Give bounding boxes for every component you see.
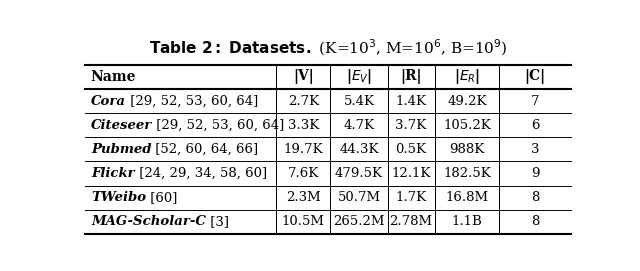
Text: |C|: |C| xyxy=(525,69,546,85)
Text: 265.2M: 265.2M xyxy=(333,215,385,228)
Text: Pubmed: Pubmed xyxy=(91,143,152,156)
Text: 1.1B: 1.1B xyxy=(451,215,483,228)
Text: |R|: |R| xyxy=(401,69,422,85)
Text: 6: 6 xyxy=(531,119,540,132)
Text: 1.4K: 1.4K xyxy=(396,95,427,108)
Text: Citeseer: Citeseer xyxy=(91,119,152,132)
Text: 19.7K: 19.7K xyxy=(284,143,323,156)
Text: MAG-Scholar-C: MAG-Scholar-C xyxy=(91,215,206,228)
Text: 988K: 988K xyxy=(449,143,484,156)
Text: 49.2K: 49.2K xyxy=(447,95,486,108)
Text: 44.3K: 44.3K xyxy=(339,143,379,156)
Text: 1.7K: 1.7K xyxy=(396,191,427,204)
Text: 7.6K: 7.6K xyxy=(287,167,319,180)
Text: 2.78M: 2.78M xyxy=(390,215,433,228)
Text: 0.5K: 0.5K xyxy=(396,143,427,156)
Text: |$E_R$|: |$E_R$| xyxy=(454,67,480,86)
Text: 479.5K: 479.5K xyxy=(335,167,383,180)
Text: 182.5K: 182.5K xyxy=(443,167,491,180)
Text: Flickr: Flickr xyxy=(91,167,134,180)
Text: 8: 8 xyxy=(531,215,540,228)
Text: Name: Name xyxy=(91,70,136,84)
Text: [60]: [60] xyxy=(146,191,177,204)
Text: 8: 8 xyxy=(531,191,540,204)
Text: Cora: Cora xyxy=(91,95,126,108)
Text: 7: 7 xyxy=(531,95,540,108)
Text: 3.7K: 3.7K xyxy=(396,119,427,132)
Text: 50.7M: 50.7M xyxy=(337,191,381,204)
Text: TWeibo: TWeibo xyxy=(91,191,146,204)
Text: 3.3K: 3.3K xyxy=(287,119,319,132)
Text: 2.3M: 2.3M xyxy=(286,191,321,204)
Text: 5.4K: 5.4K xyxy=(344,95,374,108)
Text: |V|: |V| xyxy=(293,69,314,85)
Text: |$E_V$|: |$E_V$| xyxy=(346,67,372,86)
Text: [29, 52, 53, 60, 64]: [29, 52, 53, 60, 64] xyxy=(152,119,284,132)
Text: 9: 9 xyxy=(531,167,540,180)
Text: 4.7K: 4.7K xyxy=(344,119,374,132)
Text: [29, 52, 53, 60, 64]: [29, 52, 53, 60, 64] xyxy=(126,95,258,108)
Text: $\mathbf{Table\ 2{:}\ Datasets.}$ (K=10$^3$, M=10$^6$, B=10$^9$): $\mathbf{Table\ 2{:}\ Datasets.}$ (K=10$… xyxy=(148,38,508,58)
Text: 12.1K: 12.1K xyxy=(392,167,431,180)
Text: 16.8M: 16.8M xyxy=(445,191,488,204)
Text: [24, 29, 34, 58, 60]: [24, 29, 34, 58, 60] xyxy=(134,167,267,180)
Text: [3]: [3] xyxy=(206,215,228,228)
Text: 105.2K: 105.2K xyxy=(443,119,491,132)
Text: 3: 3 xyxy=(531,143,540,156)
Text: [52, 60, 64, 66]: [52, 60, 64, 66] xyxy=(152,143,259,156)
Text: 2.7K: 2.7K xyxy=(287,95,319,108)
Text: 10.5M: 10.5M xyxy=(282,215,324,228)
